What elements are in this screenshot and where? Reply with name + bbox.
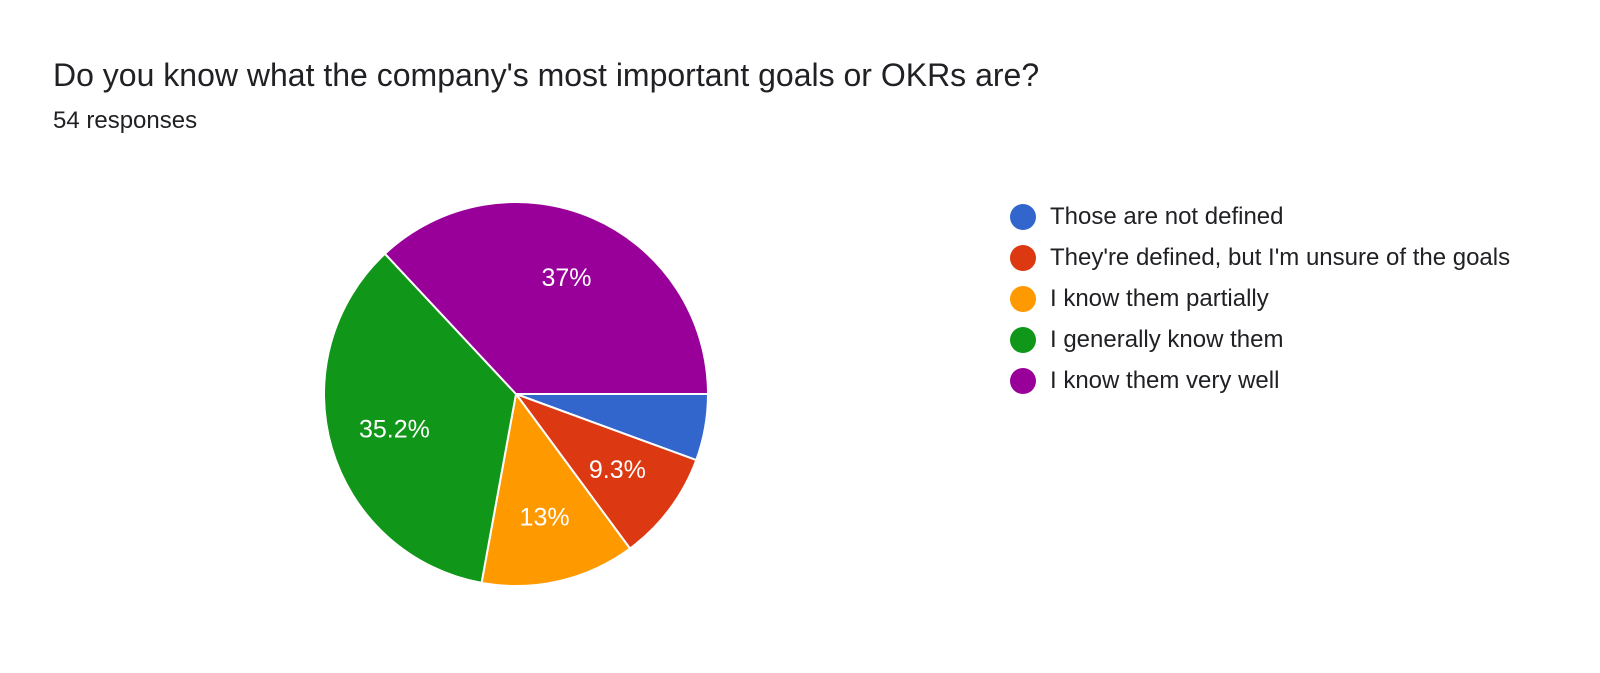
- response-count: 54 responses: [53, 107, 198, 134]
- legend-color-dot-icon: [1010, 245, 1036, 271]
- legend-color-dot-icon: [1010, 368, 1036, 394]
- legend-label: I know them very well: [1050, 367, 1280, 394]
- pie-slice[interactable]: [480, 391, 632, 587]
- legend-item[interactable]: I know them partially: [1010, 282, 1530, 316]
- chart-title: Do you know what the company's most impo…: [53, 57, 1040, 93]
- legend-label: Those are not defined: [1050, 203, 1284, 230]
- legend-item[interactable]: I know them very well: [1010, 364, 1530, 398]
- pie-slice[interactable]: [383, 201, 710, 395]
- legend-item[interactable]: Those are not defined: [1010, 200, 1530, 234]
- chart-legend: Those are not defined They're defined, bu…: [1010, 200, 1530, 405]
- legend-label: I generally know them: [1050, 326, 1284, 353]
- slice-percent-label: 35.2%: [359, 416, 430, 444]
- legend-label: I know them partially: [1050, 285, 1269, 312]
- slice-percent-label: 13%: [520, 503, 570, 531]
- slice-percent-label: 9.3%: [589, 456, 646, 484]
- legend-item[interactable]: They're defined, but I'm unsure of the g…: [1010, 241, 1530, 275]
- legend-item[interactable]: I generally know them: [1010, 323, 1530, 357]
- legend-label: They're defined, but I'm unsure of the g…: [1050, 244, 1511, 271]
- pie-slice[interactable]: [513, 391, 698, 550]
- slice-percent-label: 37%: [541, 264, 591, 292]
- legend-color-dot-icon: [1010, 286, 1036, 312]
- legend-color-dot-icon: [1010, 204, 1036, 230]
- legend-color-dot-icon: [1010, 327, 1036, 353]
- pie-slice[interactable]: [323, 252, 518, 585]
